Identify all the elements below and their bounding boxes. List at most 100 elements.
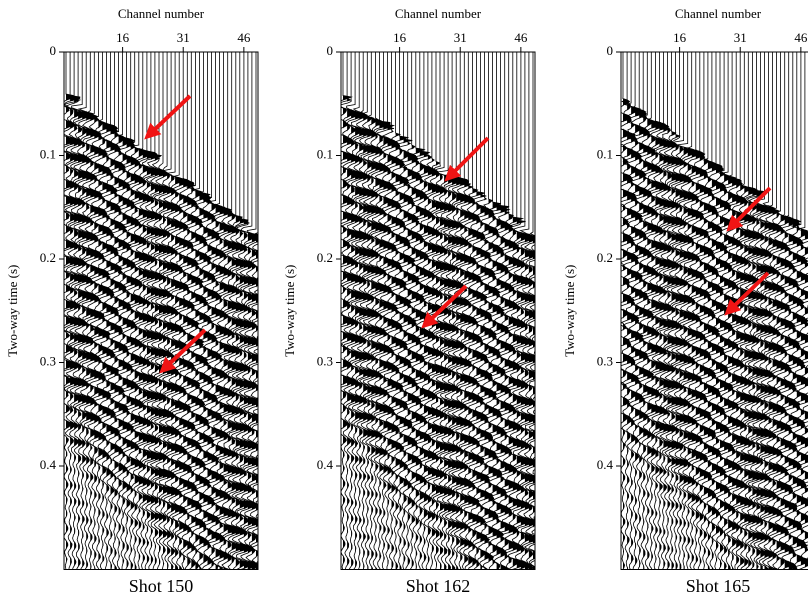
x-tick-label: 16: [116, 30, 130, 45]
trace-fill: [146, 52, 158, 570]
y-tick-label: 0: [607, 43, 614, 58]
x-axis-label: Channel number: [675, 6, 762, 21]
trace-fill: [711, 52, 723, 570]
trace: [702, 52, 723, 570]
panel-title: Shot 150: [129, 576, 194, 596]
trace: [214, 52, 233, 570]
trace-fill: [537, 52, 546, 570]
trace: [113, 52, 136, 570]
y-axis-label: Two-way time (s): [562, 265, 577, 357]
trace: [653, 52, 673, 570]
trace: [637, 52, 657, 570]
x-tick-label: 16: [393, 30, 407, 45]
trace: [251, 232, 258, 566]
y-tick-label: 0.3: [317, 353, 333, 368]
trace-fill: [627, 52, 636, 570]
trace: [226, 52, 246, 570]
trace-fill: [508, 52, 517, 570]
y-tick-label: 0.2: [40, 250, 56, 265]
trace-fill: [114, 52, 123, 570]
y-tick-label: 0.4: [40, 457, 57, 472]
x-axis-label: Channel number: [395, 6, 482, 21]
trace-fill: [431, 52, 441, 570]
trace: [479, 52, 498, 570]
trace: [222, 52, 241, 570]
trace-fill: [375, 52, 384, 570]
trace-fill: [70, 52, 80, 570]
trace: [365, 52, 384, 570]
y-tick-label: 0.1: [597, 146, 613, 161]
trace: [622, 52, 642, 570]
x-tick-label: 31: [734, 30, 747, 45]
trace-fill: [427, 52, 437, 570]
trace-fill: [203, 52, 212, 570]
trace: [341, 52, 353, 570]
plot-frame: [340, 51, 536, 570]
trace: [65, 52, 88, 570]
trace: [775, 52, 794, 570]
trace: [508, 52, 531, 570]
trace: [236, 52, 258, 570]
trace-fill: [407, 52, 417, 570]
trace: [507, 52, 526, 570]
trace: [666, 52, 686, 570]
trace: [414, 52, 433, 570]
trace: [233, 52, 253, 570]
trace: [386, 52, 405, 570]
trace: [190, 52, 211, 570]
trace: [442, 52, 463, 570]
x-tick-label: 46: [794, 30, 808, 45]
trace-fill: [647, 52, 656, 570]
trace: [341, 52, 361, 570]
trace-fill: [183, 52, 194, 570]
trace: [101, 52, 120, 570]
trace: [105, 52, 124, 570]
trace: [523, 52, 535, 570]
trace-fill: [415, 52, 425, 570]
trace-fill: [683, 52, 693, 570]
arrow: [724, 271, 770, 316]
trace-fill: [492, 52, 502, 570]
y-axis-label: Two-way time (s): [282, 265, 297, 357]
trace-fill: [150, 52, 162, 570]
trace-fill: [691, 52, 703, 570]
trace-fill: [744, 52, 753, 570]
arrow: [726, 186, 772, 232]
trace: [649, 52, 670, 570]
trace: [194, 52, 213, 570]
trace-fill: [347, 52, 356, 570]
trace: [642, 52, 663, 570]
trace: [164, 52, 185, 570]
trace-fill: [472, 52, 481, 570]
y-tick-label: 0.1: [317, 146, 333, 161]
arrow: [421, 284, 468, 329]
x-tick-label: 46: [514, 30, 528, 45]
trace: [210, 52, 233, 570]
trace: [218, 52, 237, 570]
trace: [682, 52, 703, 570]
y-tick-label: 0.4: [597, 457, 614, 472]
trace: [170, 52, 191, 570]
y-tick-label: 0.4: [317, 457, 334, 472]
trace-fill: [671, 52, 681, 570]
trace: [726, 52, 746, 570]
trace: [406, 52, 426, 570]
trace-fill: [707, 52, 717, 570]
trace: [671, 52, 694, 570]
trace: [376, 52, 397, 570]
trace: [779, 52, 802, 570]
x-tick-label: 16: [673, 30, 687, 45]
trace-fill: [776, 52, 786, 570]
trace: [129, 52, 148, 570]
traces: [64, 52, 258, 570]
trace: [513, 52, 534, 570]
y-tick-label: 0: [327, 43, 334, 58]
trace-fill: [687, 52, 696, 570]
panel-title: Shot 162: [406, 576, 471, 596]
trace-fill: [74, 52, 83, 570]
y-tick-label: 0.3: [597, 353, 613, 368]
plot-frame: [620, 51, 808, 570]
trace: [758, 52, 778, 570]
